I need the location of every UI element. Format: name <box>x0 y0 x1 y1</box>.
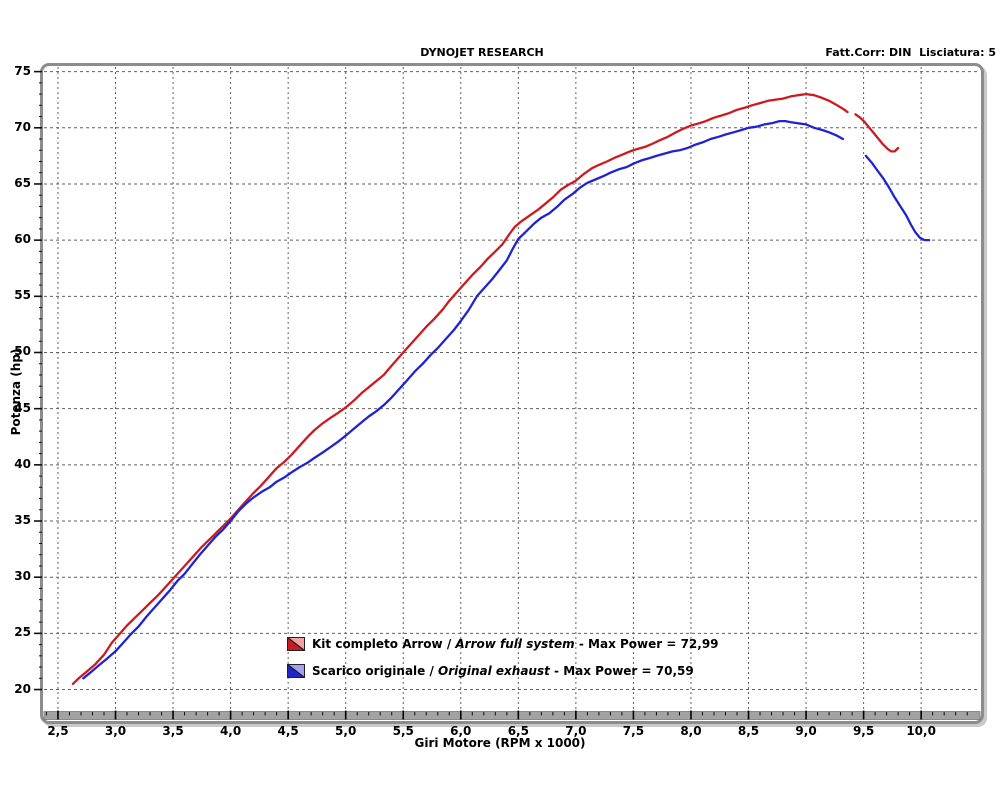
x-tick-label: 9,0 <box>795 724 817 738</box>
y-tick-label: 40 <box>14 456 31 471</box>
legend-label: Scarico originale / Original exhaust - M… <box>312 664 694 678</box>
x-tick-label: 7,0 <box>565 724 587 738</box>
x-tick-label: 6,0 <box>450 724 472 738</box>
legend-name-it: Kit completo Arrow <box>312 637 443 651</box>
legend-swatch-blue <box>287 664 305 678</box>
y-tick-label: 60 <box>14 232 31 247</box>
legend-swatch-red <box>287 637 305 651</box>
y-tick-label: 30 <box>14 569 31 584</box>
y-tick-label: 70 <box>14 119 31 134</box>
x-tick-label: 6,5 <box>507 724 529 738</box>
y-tick-label: 65 <box>14 175 31 190</box>
x-tick-label: 3,0 <box>104 724 127 738</box>
legend-max-value: 70,59 <box>655 664 694 678</box>
x-tick-label: 8,0 <box>680 724 702 738</box>
y-tick-label: 35 <box>14 513 31 528</box>
x-tick-label: 4,5 <box>277 724 299 738</box>
legend-label: Kit completo Arrow / Arrow full system -… <box>312 637 719 651</box>
x-tick-label: 2,5 <box>47 724 69 738</box>
legend: Kit completo Arrow / Arrow full system -… <box>287 634 719 688</box>
y-tick-label: 20 <box>14 681 31 696</box>
legend-separator: / <box>442 637 456 651</box>
legend-max-prefix: - Max Power = <box>574 637 681 651</box>
y-tick-label: 50 <box>14 344 31 359</box>
legend-separator: / <box>425 664 439 678</box>
y-tick-label: 25 <box>14 625 31 640</box>
x-axis-title: Giri Motore (RPM x 1000) <box>414 736 586 750</box>
plot-frame <box>40 63 984 724</box>
x-tick-label: 3,5 <box>162 724 184 738</box>
y-tick-label: 75 <box>14 63 31 78</box>
y-axis-title: Potenza (hp) <box>9 348 23 436</box>
y-tick-label: 55 <box>14 288 31 303</box>
chart-title: DYNOJET RESEARCH <box>420 46 544 59</box>
x-tick-label: 5,5 <box>392 724 414 738</box>
legend-name-it: Scarico originale <box>312 664 426 678</box>
x-tick-label: 4,0 <box>219 724 242 738</box>
x-tick-label: 10,0 <box>906 724 936 738</box>
correction-info: Fatt.Corr: DIN Lisciatura: 5 <box>825 46 996 59</box>
legend-max-prefix: - Max Power = <box>549 664 656 678</box>
legend-name-en: Arrow full system <box>455 637 575 651</box>
x-tick-label: 7,5 <box>622 724 645 738</box>
legend-item-arrow-kit: Kit completo Arrow / Arrow full system -… <box>287 634 719 654</box>
legend-name-en: Original exhaust <box>438 664 550 678</box>
x-tick-label: 8,5 <box>737 724 760 738</box>
y-tick-label: 45 <box>14 400 31 415</box>
legend-max-value: 72,99 <box>680 637 719 651</box>
x-tick-label: 5,0 <box>335 724 357 738</box>
legend-item-original-exhaust: Scarico originale / Original exhaust - M… <box>287 661 719 681</box>
x-tick-label: 9,5 <box>852 724 875 738</box>
